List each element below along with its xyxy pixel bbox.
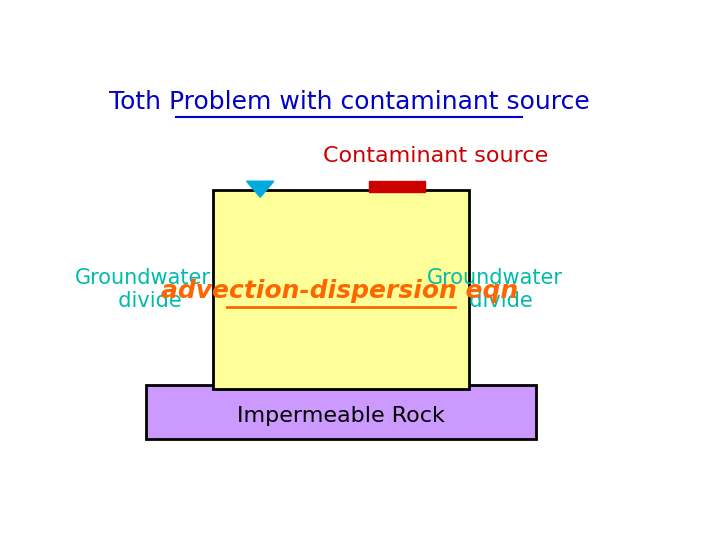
Text: Groundwater
  divide: Groundwater divide: [426, 268, 562, 311]
Text: Toth Problem with contaminant source: Toth Problem with contaminant source: [109, 90, 590, 114]
Bar: [369, 181, 425, 192]
Bar: [145, 385, 536, 439]
Bar: [213, 190, 469, 389]
Text: Groundwater
  divide: Groundwater divide: [75, 268, 211, 311]
Text: Contaminant source: Contaminant source: [323, 146, 549, 166]
Polygon shape: [246, 181, 274, 197]
Text: advection-dispersion eqn: advection-dispersion eqn: [161, 279, 518, 303]
Text: Impermeable Rock: Impermeable Rock: [237, 406, 445, 426]
